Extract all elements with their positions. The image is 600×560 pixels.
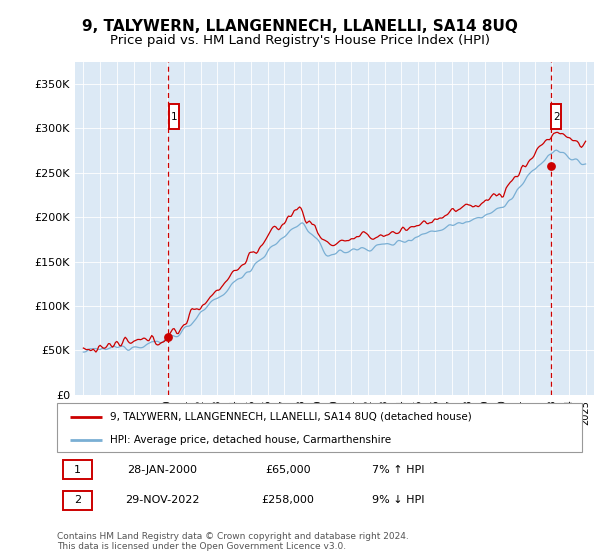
Point bbox=[546, 161, 556, 170]
Text: 9% ↓ HPI: 9% ↓ HPI bbox=[372, 495, 425, 505]
Text: 1: 1 bbox=[170, 111, 177, 122]
Text: HPI: Average price, detached house, Carmarthenshire: HPI: Average price, detached house, Carm… bbox=[110, 435, 391, 445]
Text: Price paid vs. HM Land Registry's House Price Index (HPI): Price paid vs. HM Land Registry's House … bbox=[110, 34, 490, 47]
Text: £258,000: £258,000 bbox=[262, 495, 314, 505]
Text: 2: 2 bbox=[553, 111, 559, 122]
Text: 2: 2 bbox=[74, 495, 82, 505]
Text: 7% ↑ HPI: 7% ↑ HPI bbox=[372, 465, 425, 475]
FancyBboxPatch shape bbox=[64, 491, 92, 510]
Text: Contains HM Land Registry data © Crown copyright and database right 2024.
This d: Contains HM Land Registry data © Crown c… bbox=[57, 532, 409, 552]
Text: £65,000: £65,000 bbox=[265, 465, 311, 475]
FancyBboxPatch shape bbox=[551, 104, 561, 129]
FancyBboxPatch shape bbox=[169, 104, 179, 129]
Text: 9, TALYWERN, LLANGENNECH, LLANELLI, SA14 8UQ (detached house): 9, TALYWERN, LLANGENNECH, LLANELLI, SA14… bbox=[110, 412, 471, 422]
Point bbox=[164, 333, 173, 342]
Text: 29-NOV-2022: 29-NOV-2022 bbox=[125, 495, 199, 505]
Text: 28-JAN-2000: 28-JAN-2000 bbox=[127, 465, 197, 475]
Text: 9, TALYWERN, LLANGENNECH, LLANELLI, SA14 8UQ: 9, TALYWERN, LLANGENNECH, LLANELLI, SA14… bbox=[82, 20, 518, 34]
FancyBboxPatch shape bbox=[64, 460, 92, 479]
FancyBboxPatch shape bbox=[57, 403, 582, 452]
Text: 1: 1 bbox=[74, 465, 81, 475]
